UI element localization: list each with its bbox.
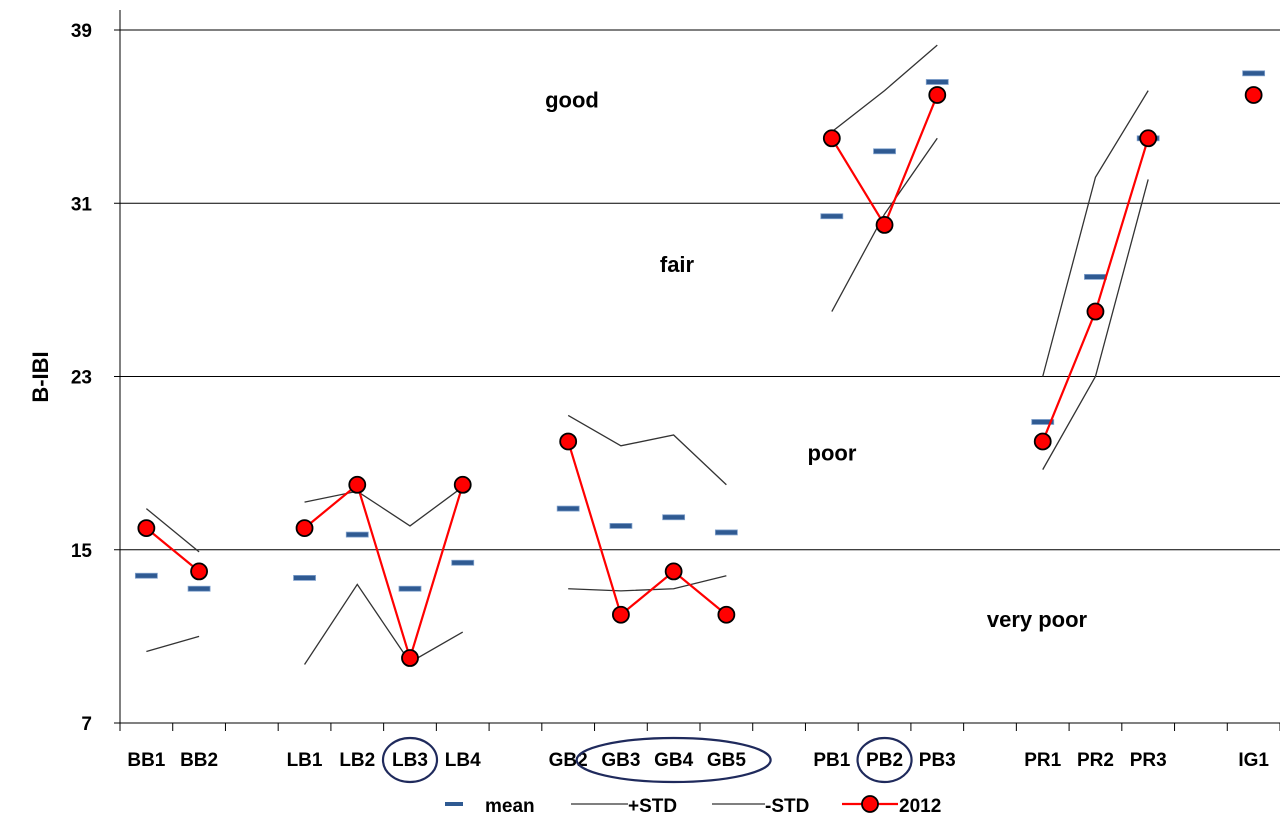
series-2012-point [453, 475, 472, 494]
highlight-ellipse [856, 736, 913, 784]
x-category-label: GB4 [654, 750, 694, 771]
legend-mean-label: mean [485, 796, 535, 817]
series-2012-point [1086, 302, 1105, 321]
plus-std-line [831, 44, 938, 133]
x-category-label: PR1 [1024, 750, 1061, 771]
mean-markers [134, 70, 1266, 592]
y-tick-label: 7 [81, 714, 92, 735]
series-2012-point [822, 129, 841, 148]
legend-2012-marker [861, 795, 879, 813]
plus-std-line [1042, 90, 1149, 377]
x-category-label: GB5 [707, 750, 747, 771]
y-tick-labels: 7 15 23 31 39 [71, 21, 93, 735]
zone-labels: good fair poor very poor [545, 87, 1087, 632]
series-2012-point [190, 562, 208, 581]
plus-std-line [145, 508, 200, 553]
minus-std-line [146, 635, 200, 653]
series-2012-point [664, 562, 683, 581]
series-2012-point [559, 432, 578, 451]
series-2012-point [1033, 432, 1052, 451]
series-2012-line [145, 527, 200, 573]
plus-std-line [304, 486, 464, 527]
legend-plus-std-label: +STD [628, 796, 677, 817]
zone-label: very poor [987, 607, 1088, 632]
mean-marker [293, 575, 316, 581]
mean-marker [451, 559, 475, 566]
series-2012-point [612, 605, 630, 624]
legend-minus-std-label: -STD [765, 796, 809, 817]
minus-std-line [1042, 179, 1149, 470]
mean-marker [1084, 273, 1107, 280]
gridlines [120, 29, 1280, 551]
x-category-label: BB1 [127, 750, 165, 771]
mean-marker [820, 213, 844, 220]
series-2012-point [401, 649, 419, 667]
legend-mean-symbol [445, 802, 463, 806]
x-category-labels: BB1 BB2 LB1 LB2 LB3 LB4 GB2 GB3 GB4 GB5 PB1 PB2 PB3 P… [127, 750, 1269, 771]
zone-label: good [545, 87, 599, 112]
mean-marker [609, 523, 633, 529]
x-category-label: GB3 [601, 750, 640, 771]
zone-label: poor [808, 440, 857, 465]
highlight-ellipse [381, 736, 439, 784]
series-2012-line [303, 482, 464, 662]
minus-std-line [831, 137, 938, 312]
x-category-label: LB4 [445, 750, 481, 771]
x-category-label: PR2 [1077, 750, 1114, 771]
series-2012-point [137, 519, 156, 537]
highlight-ellipse [575, 736, 772, 784]
plus-std-line [567, 414, 727, 486]
y-tick-label: 31 [71, 194, 93, 215]
y-axis-label: B-IBI [28, 351, 53, 402]
x-category-label: LB3 [392, 750, 428, 771]
zone-label: fair [660, 252, 695, 277]
x-category-label: PB1 [813, 750, 850, 771]
mean-marker [662, 514, 686, 521]
series-2012-point [1244, 86, 1263, 104]
series-2012-point [295, 519, 314, 537]
series-2012-point [348, 475, 367, 494]
mean-marker [873, 148, 896, 155]
std-lines [145, 44, 1149, 665]
series-2012-point [1139, 129, 1158, 148]
mean-marker [134, 572, 158, 579]
mean-marker [345, 531, 369, 538]
series-2012-point [875, 216, 894, 234]
y-tick-label: 39 [71, 21, 92, 42]
mean-marker [1242, 70, 1266, 77]
series-2012-line [567, 441, 728, 617]
mean-marker [556, 505, 580, 512]
axes [114, 10, 1280, 731]
x-category-label: LB2 [339, 750, 375, 771]
legend: mean +STD -STD 2012 [445, 795, 941, 817]
minus-std-line [568, 575, 727, 592]
x-category-label: LB1 [287, 750, 323, 771]
highlight-ellipses [381, 736, 913, 784]
mean-marker [398, 585, 422, 592]
series-2012-point [717, 605, 736, 624]
minus-std-line [304, 583, 464, 665]
y-tick-label: 15 [71, 541, 93, 562]
series-2012-point [928, 86, 947, 104]
mean-marker [714, 529, 738, 536]
x-category-label: PB2 [866, 750, 903, 771]
x-category-label: IG1 [1238, 750, 1269, 771]
mean-marker [1031, 419, 1055, 425]
mean-marker [187, 585, 211, 592]
x-category-label: BB2 [180, 750, 218, 771]
x-category-label: PR3 [1130, 750, 1167, 771]
y-tick-label: 23 [71, 368, 92, 389]
mean-marker [925, 79, 949, 85]
x-category-label: PB3 [919, 750, 956, 771]
legend-2012-label: 2012 [899, 796, 941, 817]
series-2012-line [1041, 137, 1150, 442]
series-2012 [137, 86, 1263, 667]
